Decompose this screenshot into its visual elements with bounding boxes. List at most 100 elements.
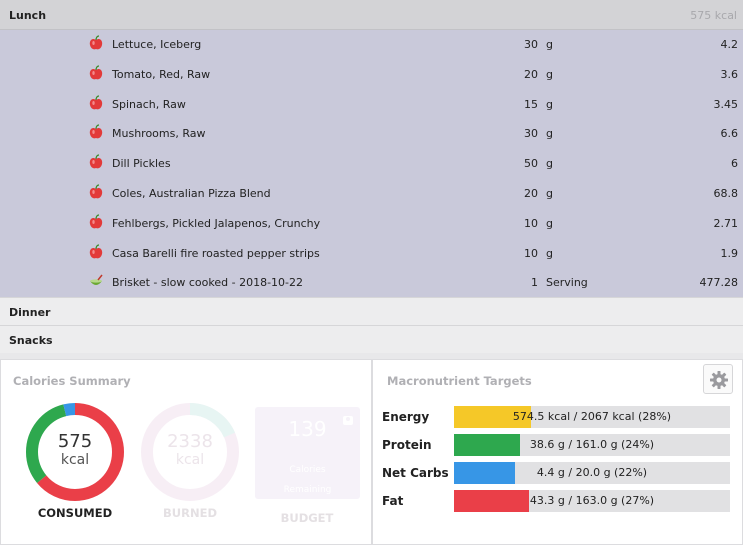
burned-ring [141, 403, 239, 501]
food-unit: g [546, 247, 553, 260]
macro-progress-track: 43.3 g / 163.0 g (27%) [454, 490, 730, 512]
food-quantity: 10 [524, 217, 538, 230]
macro-progress-fill [454, 434, 521, 456]
meal-bar-snacks[interactable]: Snacks [0, 325, 743, 353]
lunch-food-list: Lettuce, Iceberg 30 g 4.2 Tomato, Red, Raw 20… [0, 30, 743, 297]
calories-summary-panel: Calories Summary 575 kcal CONSUMED 2338 … [0, 359, 372, 545]
food-quantity: 15 [524, 98, 538, 111]
food-quantity: 10 [524, 247, 538, 260]
food-unit: g [546, 157, 553, 170]
budget-label: BUDGET [280, 511, 334, 525]
macro-row: Energy 574.5 kcal / 2067 kcal (28%) [382, 406, 732, 428]
consumed-unit: kcal [60, 452, 90, 468]
food-name: Mushrooms, Raw [112, 127, 206, 140]
macro-label: Energy [382, 410, 430, 424]
gear-icon [710, 371, 728, 389]
meal-title-lunch: Lunch [9, 9, 47, 22]
consumed-ring [26, 403, 124, 501]
lunch-header[interactable]: Lunch 575 kcal [0, 0, 743, 30]
food-name: Spinach, Raw [112, 98, 186, 111]
macro-progress-fill [454, 490, 529, 512]
food-row[interactable]: Mushrooms, Raw 30 g 6.6 [0, 119, 743, 149]
burned-label: BURNED [163, 506, 217, 520]
macronutrient-targets-panel: Macronutrient Targets Energy 574.5 kcal /… [372, 359, 743, 545]
burned-unit: kcal [175, 452, 205, 468]
food-row[interactable]: Fehlbergs, Pickled Jalapenos, Crunchy 10 g… [0, 209, 743, 239]
macro-progress-track: 38.6 g / 161.0 g (24%) [454, 434, 730, 456]
apple-icon [89, 124, 103, 139]
macro-progress-track: 574.5 kcal / 2067 kcal (28%) [454, 406, 730, 428]
food-quantity: 30 [524, 38, 538, 51]
food-name: Brisket - slow cooked - 2018-10-22 [112, 276, 304, 289]
consumed-value: 575 [57, 431, 93, 452]
calories-summary-title: Calories Summary [13, 374, 131, 388]
apple-icon [89, 184, 103, 199]
food-row[interactable]: Dill Pickles 50 g 6 [0, 149, 743, 179]
apple-icon [89, 214, 103, 229]
macro-settings-button[interactable] [703, 364, 733, 394]
food-name: Dill Pickles [112, 157, 171, 170]
food-value: 68.8 [713, 187, 739, 200]
consumed-ring-protein-segment [26, 403, 124, 501]
food-value: 6 [731, 157, 738, 170]
apple-icon [89, 35, 103, 50]
food-value: 3.6 [720, 68, 739, 81]
food-value: 1.9 [720, 247, 739, 260]
macro-progress-track: 4.4 g / 20.0 g (22%) [454, 462, 730, 484]
food-row[interactable]: Coles, Australian Pizza Blend 20 g 68.8 [0, 179, 743, 209]
food-unit: g [546, 217, 553, 230]
food-name: Tomato, Red, Raw [112, 68, 211, 81]
food-row[interactable]: Tomato, Red, Raw 20 g 3.6 [0, 60, 743, 90]
food-value: 6.6 [720, 127, 739, 140]
food-value: 477.28 [699, 276, 739, 289]
food-row[interactable]: Brisket - slow cooked - 2018-10-22 1 Servi… [0, 268, 743, 298]
food-unit: g [546, 38, 553, 51]
meal-bar-dinner[interactable]: Dinner [0, 297, 743, 325]
macro-row: Net Carbs 4.4 g / 20.0 g (22%) [382, 462, 732, 484]
food-name: Lettuce, Iceberg [112, 38, 202, 51]
macronutrient-targets-title: Macronutrient Targets [387, 374, 532, 388]
burned-value: 2338 [167, 431, 213, 452]
consumed-ring-carbs-segment [26, 403, 124, 501]
macro-label: Protein [382, 438, 432, 452]
apple-icon [89, 154, 103, 169]
food-quantity: 50 [524, 157, 538, 170]
food-unit: Serving [546, 276, 588, 289]
food-unit: g [546, 68, 553, 81]
budget-line2: Remaining [283, 485, 332, 495]
scale-icon [343, 416, 353, 425]
lunch-kcal: 575 kcal [690, 9, 737, 22]
macro-row: Protein 38.6 g / 161.0 g (24%) [382, 434, 732, 456]
macro-row: Fat 43.3 g / 163.0 g (27%) [382, 490, 732, 512]
food-row[interactable]: Spinach, Raw 15 g 3.45 [0, 90, 743, 120]
consumed-label: CONSUMED [37, 506, 113, 520]
food-value: 2.71 [713, 217, 739, 230]
food-quantity: 30 [524, 127, 538, 140]
macro-progress-text: 574.5 kcal / 2067 kcal (28%) [512, 410, 672, 423]
macro-progress-fill [454, 462, 515, 484]
apple-icon [89, 65, 103, 80]
macro-progress-text: 4.4 g / 20.0 g (22%) [536, 466, 648, 479]
apple-icon [89, 244, 103, 259]
food-name: Casa Barelli fire roasted pepper strips [112, 247, 320, 260]
food-unit: g [546, 98, 553, 111]
macro-label: Net Carbs [382, 466, 449, 480]
food-value: 4.2 [720, 38, 739, 51]
food-quantity: 20 [524, 187, 538, 200]
macro-progress-text: 38.6 g / 161.0 g (24%) [529, 438, 655, 451]
food-row[interactable]: Lettuce, Iceberg 30 g 4.2 [0, 30, 743, 60]
food-quantity: 1 [531, 276, 538, 289]
food-unit: g [546, 187, 553, 200]
apple-icon [89, 95, 103, 110]
food-name: Fehlbergs, Pickled Jalapenos, Crunchy [112, 217, 321, 230]
food-unit: g [546, 127, 553, 140]
meal-title-snacks: Snacks [9, 334, 53, 347]
macro-label: Fat [382, 494, 404, 508]
budget-box: 139 Calories Remaining [255, 407, 360, 499]
food-quantity: 20 [524, 68, 538, 81]
budget-line1: Calories [289, 465, 326, 475]
food-row[interactable]: Casa Barelli fire roasted pepper strips 1… [0, 239, 743, 269]
food-name: Coles, Australian Pizza Blend [112, 187, 271, 200]
meal-title-dinner: Dinner [9, 306, 51, 319]
recipe-bowl-icon [90, 274, 103, 285]
